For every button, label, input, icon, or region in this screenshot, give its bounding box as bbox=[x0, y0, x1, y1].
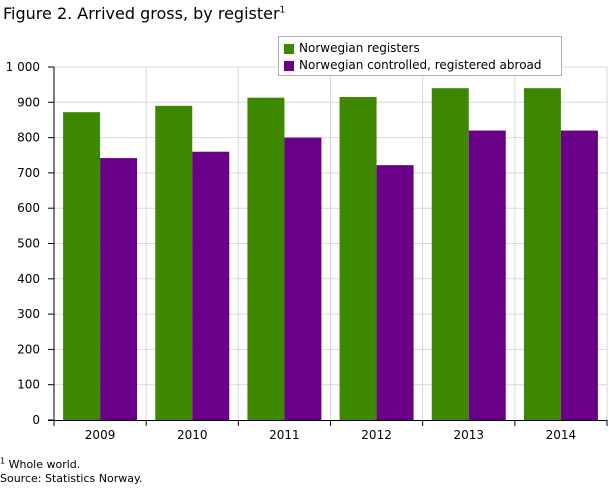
y-tick-label: 700 bbox=[17, 166, 40, 180]
bars bbox=[63, 88, 598, 421]
y-tick-label: 900 bbox=[17, 95, 40, 109]
legend-swatch-purple bbox=[284, 61, 294, 71]
y-tick-label: 200 bbox=[17, 342, 40, 356]
bar bbox=[376, 165, 414, 420]
y-tick-label: 300 bbox=[17, 307, 40, 321]
legend-label: Norwegian registers bbox=[299, 41, 420, 55]
bar bbox=[100, 158, 138, 420]
bar bbox=[63, 112, 101, 421]
footnote-text: Whole world. bbox=[5, 458, 81, 471]
bar bbox=[155, 105, 193, 420]
chart-title: Figure 2. Arrived gross, by register1 bbox=[3, 4, 285, 23]
bar bbox=[431, 88, 469, 421]
footnote-marker: 1 bbox=[0, 456, 6, 466]
y-tick-label: 100 bbox=[17, 378, 40, 392]
x-tick-label: 2009 bbox=[85, 428, 116, 442]
bar bbox=[339, 97, 377, 420]
y-tick-label: 0 bbox=[32, 413, 40, 427]
y-tick-label: 400 bbox=[17, 272, 40, 286]
y-tick-label: 800 bbox=[17, 131, 40, 145]
chart-title-footnote-marker: 1 bbox=[279, 5, 286, 16]
y-tick-label: 1 000 bbox=[6, 60, 40, 74]
legend-item-norwegian-controlled: Norwegian controlled, registered abroad bbox=[284, 58, 542, 72]
bar bbox=[523, 88, 561, 421]
x-tick-label: 2012 bbox=[361, 428, 392, 442]
bar bbox=[284, 137, 322, 420]
y-tick-label: 500 bbox=[17, 237, 40, 251]
bar bbox=[192, 151, 230, 420]
y-tick-label: 600 bbox=[17, 201, 40, 215]
footnote: 1 Whole world. bbox=[0, 456, 81, 471]
bar bbox=[560, 130, 598, 421]
x-tick-labels: 2009 2010 2011 2012 2013 2014 bbox=[85, 428, 576, 442]
legend-item-norwegian-registers: Norwegian registers bbox=[284, 41, 420, 55]
legend: Norwegian registers Norwegian controlled… bbox=[278, 36, 562, 76]
bar bbox=[468, 130, 506, 421]
bar bbox=[247, 97, 285, 420]
source-note: Source: Statistics Norway. bbox=[0, 472, 142, 485]
legend-label: Norwegian controlled, registered abroad bbox=[299, 58, 542, 72]
grid-lines bbox=[54, 66, 608, 420]
y-tick-labels: 0 100 200 300 400 500 600 700 800 900 1 000 bbox=[6, 60, 40, 427]
x-tick-label: 2014 bbox=[546, 428, 577, 442]
x-tick-label: 2011 bbox=[269, 428, 300, 442]
source-text: Source: Statistics Norway. bbox=[0, 472, 143, 485]
x-tick-label: 2010 bbox=[177, 428, 208, 442]
axes bbox=[48, 66, 608, 426]
legend-swatch-green bbox=[284, 44, 294, 54]
chart-title-text: Figure 2. Arrived gross, by register bbox=[3, 4, 280, 23]
x-tick-label: 2013 bbox=[453, 428, 484, 442]
